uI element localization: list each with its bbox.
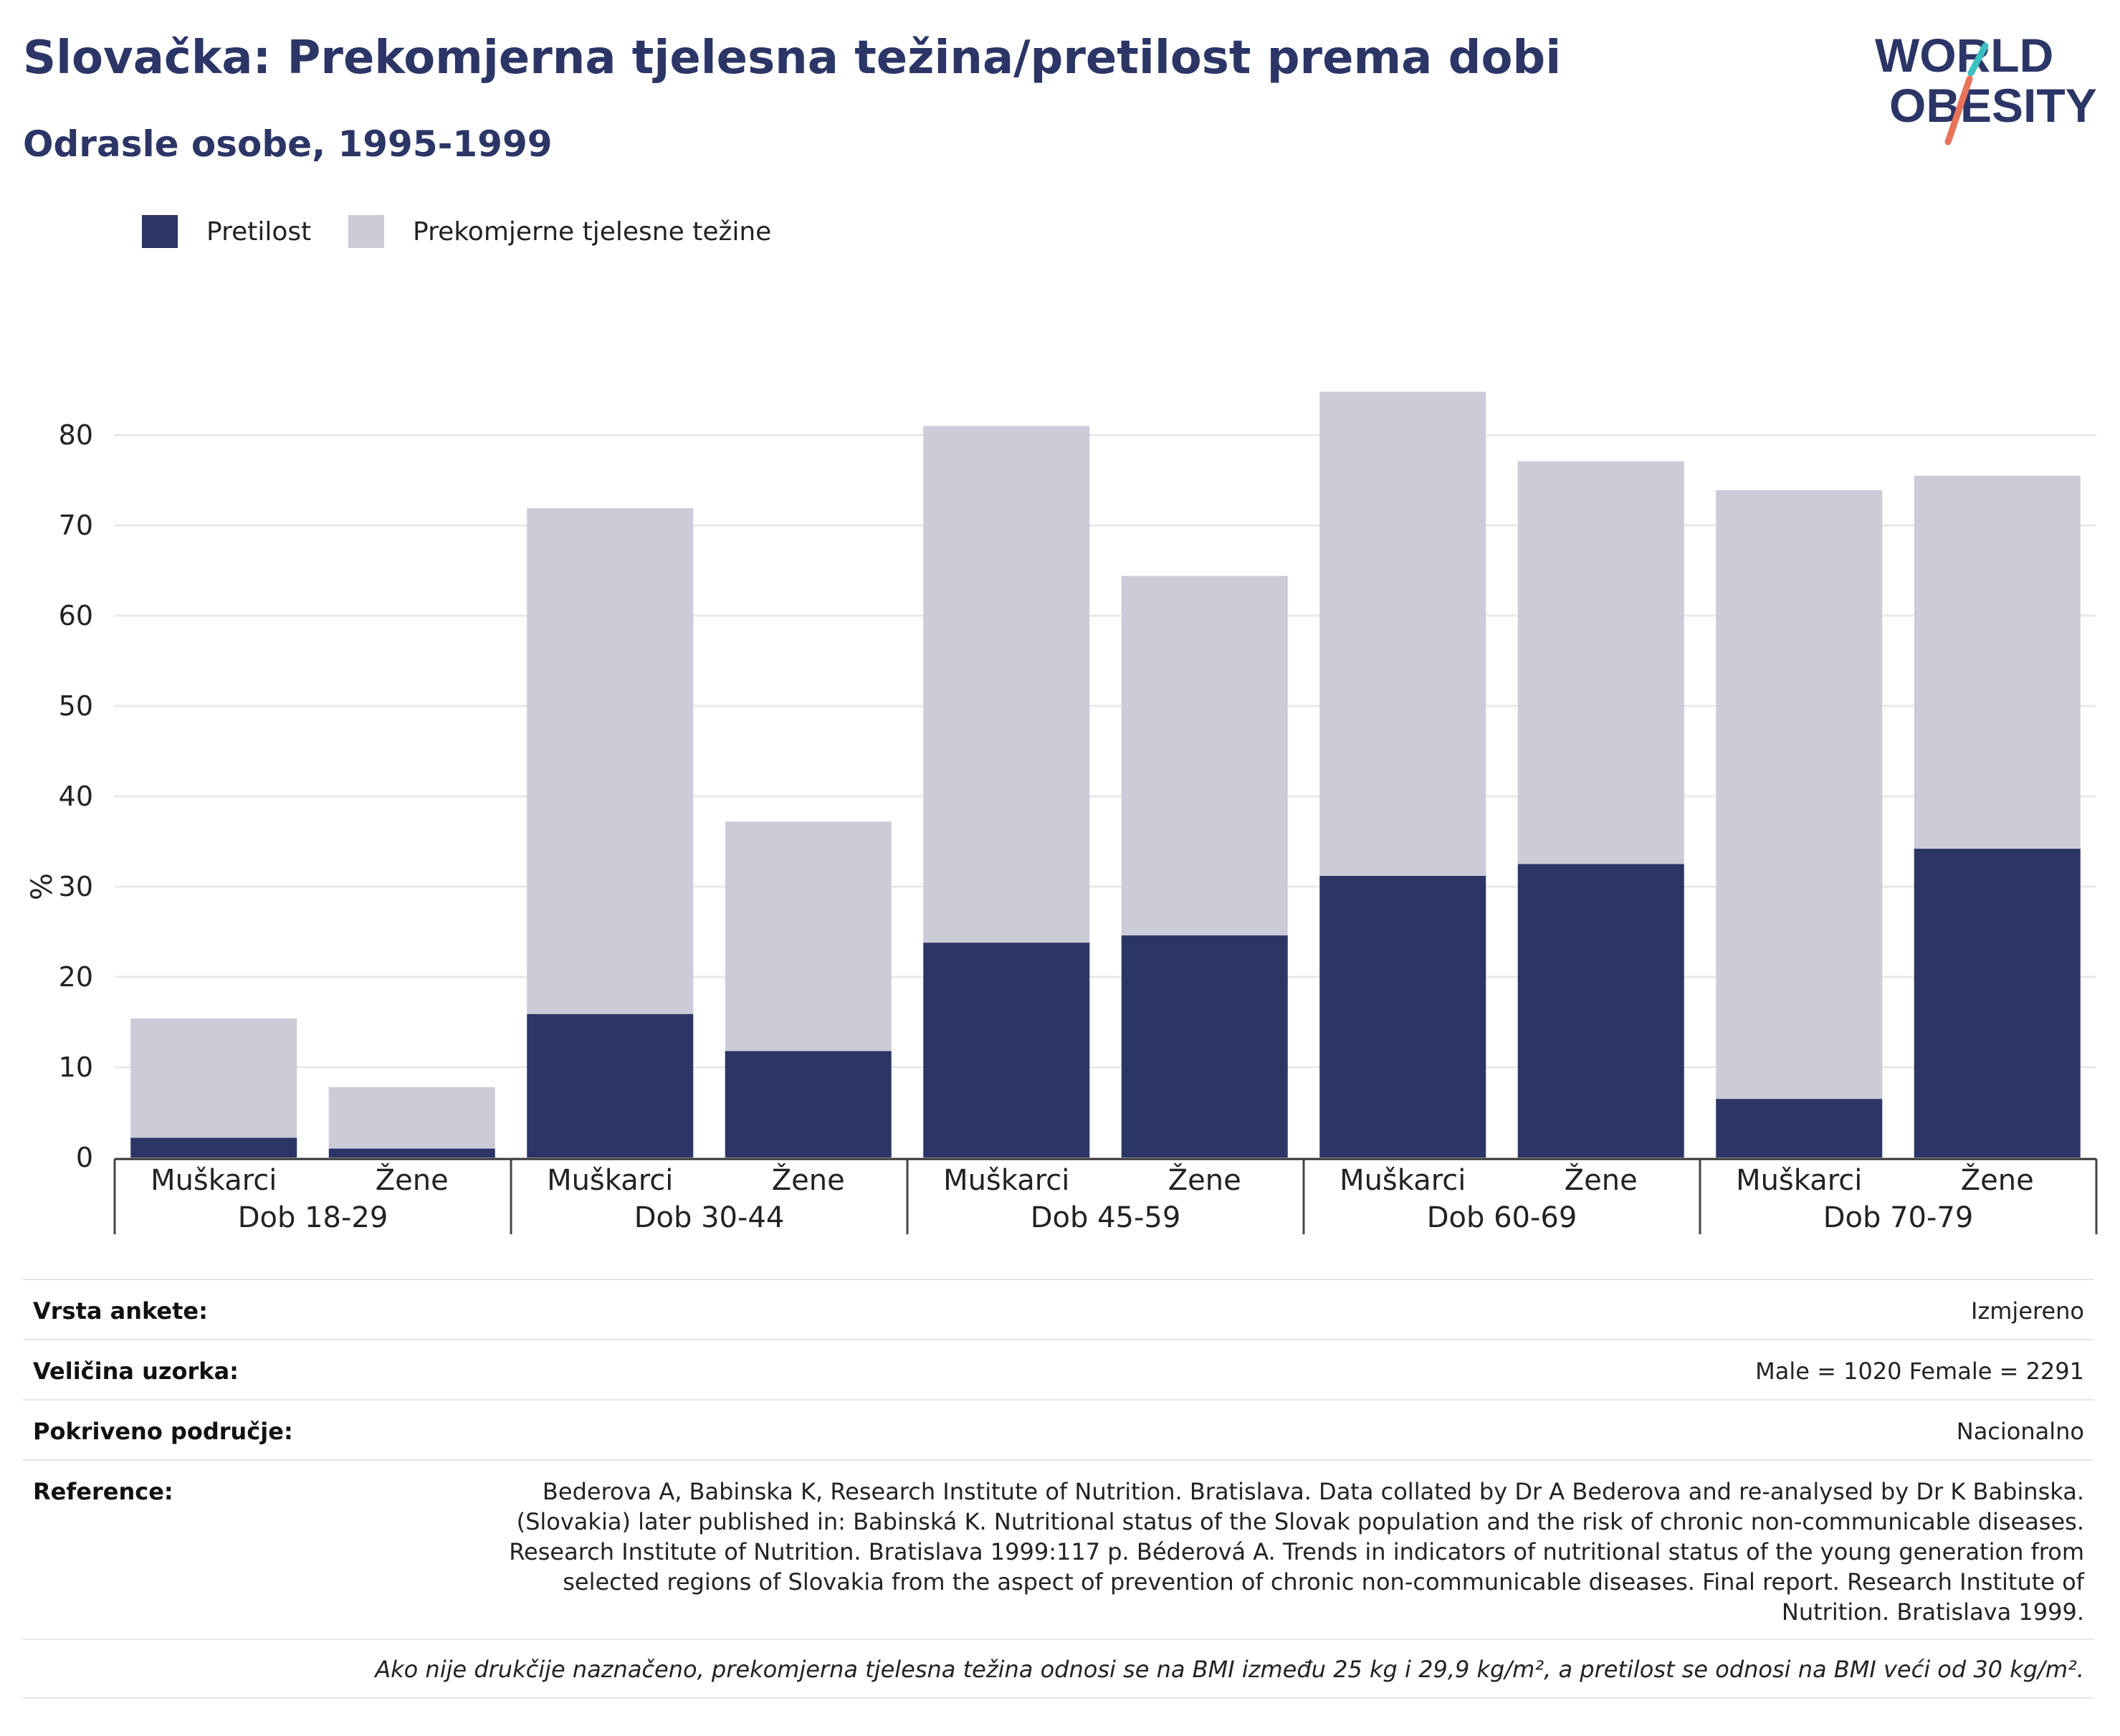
bar-pretilost bbox=[130, 1138, 297, 1158]
sample-size-value: Male = 1020 Female = 2291 bbox=[1755, 1358, 2084, 1385]
info-table: Vrsta ankete: Izmjereno Veličina uzorka:… bbox=[23, 1279, 2094, 1643]
coverage-value: Nacionalno bbox=[1956, 1418, 2084, 1445]
chart-subtitle: Odrasle osobe, 1995-1999 bbox=[23, 123, 553, 165]
sample-size-label: Veličina uzorka: bbox=[33, 1358, 239, 1385]
legend-swatch-pretilost bbox=[142, 215, 178, 248]
info-row-survey-type: Vrsta ankete: Izmjereno bbox=[23, 1279, 2094, 1339]
legend-label-pretilost: Pretilost bbox=[206, 217, 312, 247]
x-tick-label: Muškarci bbox=[1736, 1164, 1862, 1197]
logo-slash-coral bbox=[1944, 75, 1973, 146]
reference-value: Bederova A, Babinska K, Research Institu… bbox=[509, 1478, 2084, 1626]
x-tick-label: Žene bbox=[772, 1163, 845, 1197]
bar-prekomjerne bbox=[527, 508, 694, 1014]
bar-pretilost bbox=[1716, 1099, 1883, 1158]
bar-prekomjerne bbox=[1517, 461, 1684, 864]
bar-prekomjerne bbox=[1914, 475, 2081, 849]
bar-pretilost bbox=[1319, 875, 1486, 1158]
bar-pretilost bbox=[725, 1051, 892, 1158]
group-label: Dob 60-69 bbox=[1427, 1201, 1577, 1234]
y-axis-label: % bbox=[26, 873, 59, 900]
legend-swatch-prekomjerne bbox=[348, 215, 384, 248]
coverage-label: Pokriveno područje: bbox=[33, 1418, 293, 1445]
bar-pretilost bbox=[923, 943, 1090, 1158]
bar-pretilost bbox=[1517, 864, 1684, 1158]
y-tick-label: 70 bbox=[59, 510, 93, 541]
x-tick-label: Muškarci bbox=[943, 1164, 1069, 1197]
bar-chart: 0 10 20 30 40 50 60 70 80% Muškarci Žene Muškarci Že… bbox=[26, 391, 2098, 1234]
info-row-reference: Reference: Bederova A, Babinska K, Resea… bbox=[23, 1459, 2094, 1643]
bar-prekomjerne bbox=[725, 821, 892, 1051]
x-tick-label: Žene bbox=[1168, 1163, 1241, 1197]
x-tick-label: Muškarci bbox=[151, 1164, 277, 1197]
x-tick-label: Žene bbox=[376, 1163, 449, 1197]
logo-line2: OBESITY bbox=[1889, 79, 2097, 132]
bar-prekomjerne bbox=[328, 1087, 495, 1149]
logo-line1: WORLD bbox=[1875, 29, 2053, 82]
bar-prekomjerne bbox=[1716, 490, 1883, 1100]
world-obesity-logo: WORLD OBESITY bbox=[1875, 29, 2097, 146]
chart-title: Slovačka: Prekomjerna tjelesna težina/pr… bbox=[23, 32, 1562, 85]
bar-pretilost bbox=[1121, 935, 1288, 1158]
footnote-row: Ako nije drukčije naznačeno, prekomjerna… bbox=[23, 1639, 2094, 1699]
y-tick-label: 20 bbox=[59, 961, 93, 993]
bar-prekomjerne bbox=[1121, 576, 1288, 936]
legend-label-prekomjerne: Prekomjerne tjelesne težine bbox=[413, 217, 772, 247]
bar-prekomjerne bbox=[1319, 391, 1486, 876]
info-row-coverage: Pokriveno područje: Nacionalno bbox=[23, 1399, 2094, 1459]
logo-slash-teal bbox=[1967, 42, 1989, 77]
group-label: Dob 45-59 bbox=[1031, 1201, 1181, 1234]
group-label: Dob 30-44 bbox=[634, 1201, 785, 1234]
group-label: Dob 70-79 bbox=[1823, 1201, 1974, 1234]
bar-pretilost bbox=[328, 1148, 495, 1158]
y-tick-label: 60 bbox=[59, 600, 93, 631]
x-tick-label: Žene bbox=[1961, 1163, 2034, 1197]
y-tick-label: 30 bbox=[59, 871, 93, 902]
y-tick-label: 50 bbox=[59, 690, 93, 722]
y-tick-label: 40 bbox=[59, 781, 93, 812]
bar-prekomjerne bbox=[130, 1018, 297, 1138]
survey-type-label: Vrsta ankete: bbox=[33, 1297, 208, 1325]
x-tick-label: Muškarci bbox=[1340, 1164, 1466, 1197]
y-tick-label: 80 bbox=[59, 419, 93, 451]
info-row-sample-size: Veličina uzorka: Male = 1020 Female = 22… bbox=[23, 1339, 2094, 1399]
x-tick-label: Muškarci bbox=[547, 1164, 673, 1197]
bar-pretilost bbox=[1914, 849, 2081, 1158]
x-tick-label: Žene bbox=[1565, 1163, 1638, 1197]
y-tick-label: 0 bbox=[76, 1142, 93, 1173]
y-tick-label: 10 bbox=[59, 1051, 93, 1083]
footnote: Ako nije drukčije naznačeno, prekomjerna… bbox=[375, 1656, 2084, 1683]
bar-pretilost bbox=[527, 1014, 694, 1158]
group-label: Dob 18-29 bbox=[238, 1201, 388, 1234]
survey-type-value: Izmjereno bbox=[1971, 1297, 2084, 1325]
reference-label: Reference: bbox=[33, 1478, 173, 1505]
bar-prekomjerne bbox=[923, 426, 1090, 943]
